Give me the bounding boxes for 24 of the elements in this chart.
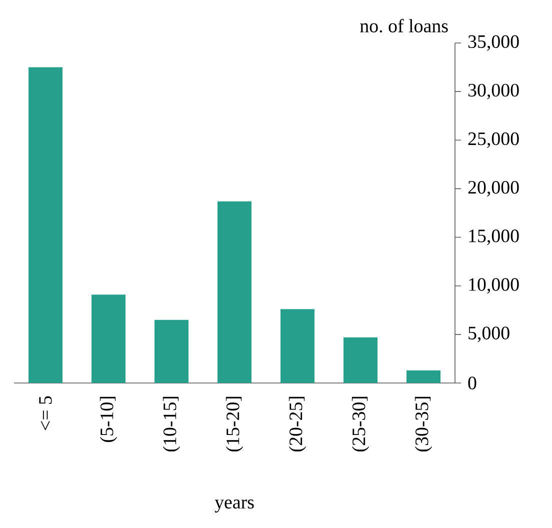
x-tick-label: (10-15] [162, 396, 180, 452]
y-axis-title: no. of loans [360, 18, 448, 32]
y-tick-label: 20,000 [468, 180, 519, 196]
bar [28, 67, 63, 383]
x-tick-label: <= 5 [39, 396, 52, 430]
x-tick-label: (20-25] [288, 396, 306, 452]
x-tick-label: (30-35] [414, 396, 432, 452]
bar [218, 201, 252, 383]
y-tick-label: 15,000 [469, 230, 519, 246]
y-tick-label: 35,000 [468, 35, 519, 51]
y-tick-label: 10,000 [469, 278, 519, 294]
x-tick-label: (15-20] [226, 396, 244, 452]
bar [154, 320, 189, 383]
x-axis-title: years [214, 499, 254, 512]
x-tick-label: (5-10] [100, 396, 118, 442]
bar [344, 337, 378, 383]
y-tick-label: 30,000 [468, 84, 519, 100]
y-tick-label: 5,000 [468, 326, 510, 342]
bar [280, 309, 315, 383]
y-tick-label: 0 [468, 376, 476, 390]
bar [92, 294, 126, 383]
y-tick-label: 25,000 [468, 132, 519, 148]
bar [406, 370, 441, 383]
x-tick-label: (25-30] [352, 396, 370, 452]
